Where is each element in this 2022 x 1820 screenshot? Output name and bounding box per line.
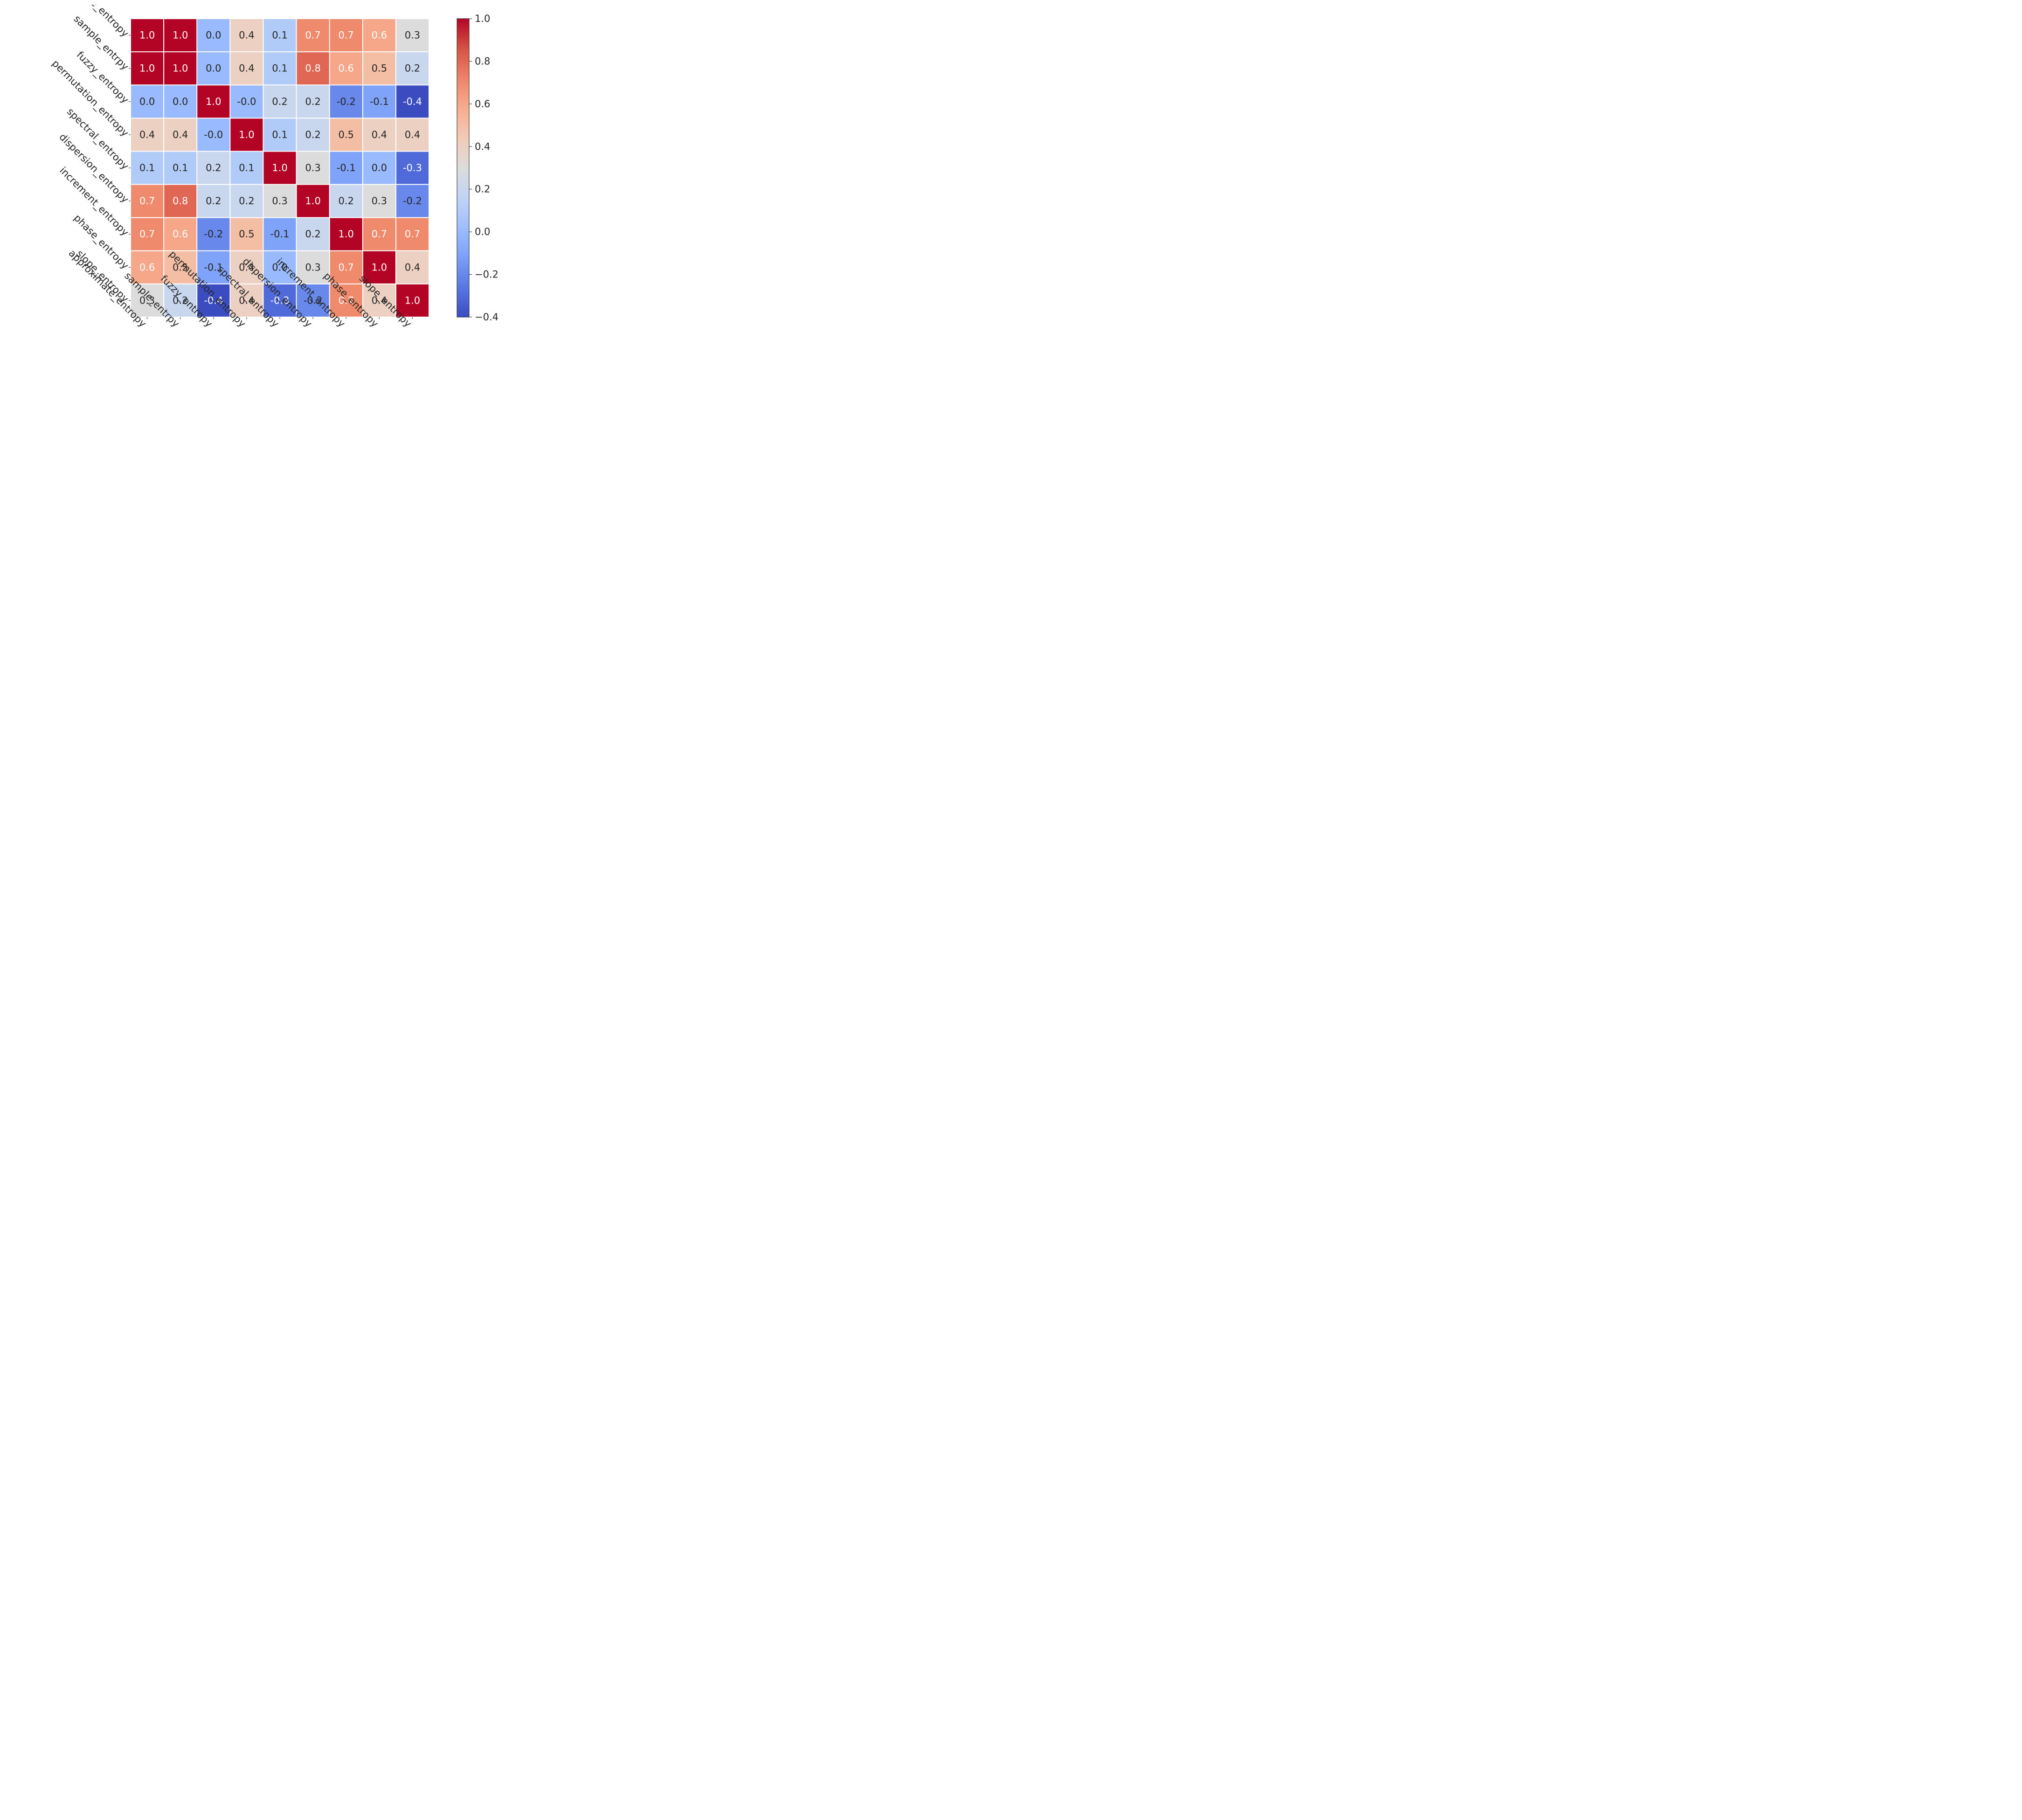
- colorbar-tick-label: 1.0: [475, 13, 490, 24]
- heatmap-cell-value: 0.7: [405, 228, 420, 240]
- colorbar-tick-label: 0.8: [475, 55, 490, 67]
- heatmap-cell-value: 0.4: [173, 129, 188, 140]
- heatmap-cell-value: -0.1: [337, 162, 356, 173]
- colorbar: [457, 19, 469, 317]
- heatmap-cell-value: 1.0: [173, 63, 188, 74]
- heatmap-cell-value: 0.3: [272, 195, 287, 207]
- heatmap-cell-value: 0.4: [405, 262, 420, 273]
- heatmap-cell-value: 0.3: [305, 162, 320, 173]
- heatmap-cell-value: 1.0: [405, 295, 420, 306]
- heatmap-cell-value: 0.0: [173, 96, 188, 107]
- colorbar-tick-label: −0.4: [475, 311, 499, 323]
- heatmap-cell-value: 0.3: [405, 30, 420, 41]
- heatmap-cell-value: 0.2: [305, 129, 320, 140]
- heatmap-cell-value: 0.7: [339, 262, 354, 273]
- heatmap-cell-value: 0.5: [239, 228, 254, 240]
- heatmap-cell-value: 0.1: [239, 162, 254, 173]
- heatmap-cell-value: -0.0: [237, 96, 256, 107]
- heatmap-cell-value: 0.6: [173, 228, 188, 240]
- colorbar-tick-label: −0.2: [475, 269, 499, 280]
- correlation-heatmap: 1.0 1.0 0.0 0.4 0.1 0.7 0.7 0.6 0.3 1.0 1.0 0.0 0.4 0…: [5, 5, 518, 466]
- heatmap-cell-value: 0.0: [206, 63, 221, 74]
- heatmap-cell-value: 0.3: [372, 195, 387, 207]
- heatmap-cell-value: -0.4: [403, 96, 422, 107]
- heatmap-cell-value: 0.6: [339, 63, 354, 74]
- heatmap-cell-value: -0.3: [403, 162, 422, 173]
- heatmap-cell-value: 0.2: [305, 96, 320, 107]
- heatmap-cell-value: 0.4: [239, 63, 254, 74]
- heatmap-cell-value: 0.0: [139, 96, 155, 107]
- heatmap-cell-value: 1.0: [206, 96, 221, 107]
- heatmap-cell-value: 0.2: [206, 195, 221, 207]
- heatmap-cell-value: 1.0: [173, 30, 188, 41]
- heatmap-cell-value: 0.6: [372, 30, 387, 41]
- heatmap-cell-value: 0.1: [272, 63, 287, 74]
- heatmap-cell-value: 0.2: [239, 195, 254, 207]
- colorbar-tick-label: 0.2: [475, 184, 490, 195]
- heatmap-cell-value: 0.4: [139, 129, 155, 140]
- colorbar-tick-label: 0.4: [475, 141, 490, 152]
- heatmap-cell-value: 1.0: [272, 162, 287, 173]
- heatmap-cell-value: 0.2: [405, 63, 420, 74]
- heatmap-cell-value: 1.0: [139, 63, 155, 74]
- heatmap-cell-value: 0.6: [139, 262, 155, 273]
- heatmap-cell-value: 0.8: [173, 195, 188, 207]
- heatmap-cell-value: 0.2: [305, 228, 320, 240]
- heatmap-cell-value: 0.1: [272, 129, 287, 140]
- heatmap-cell-value: -0.1: [370, 96, 389, 107]
- heatmap-svg: 1.0 1.0 0.0 0.4 0.1 0.7 0.7 0.6 0.3 1.0 1.0 0.0 0.4 0…: [5, 5, 518, 466]
- heatmap-cell-value: -0.0: [204, 129, 223, 140]
- heatmap-cell-value: 0.7: [339, 30, 354, 41]
- heatmap-cell-value: 1.0: [139, 30, 155, 41]
- heatmap-cell-value: 0.0: [372, 162, 387, 173]
- heatmap-cell-value: 1.0: [239, 129, 254, 140]
- heatmap-cell-value: -0.2: [403, 195, 422, 207]
- heatmap-cell-value: 0.7: [139, 195, 155, 207]
- heatmap-cell-value: 0.3: [305, 262, 320, 273]
- heatmap-cell-value: 0.2: [272, 96, 287, 107]
- heatmap-cell-value: 0.4: [405, 129, 420, 140]
- heatmap-cell-value: 0.4: [239, 30, 254, 41]
- heatmap-cell-value: 0.7: [372, 228, 387, 240]
- heatmap-cell-value: 0.1: [272, 30, 287, 41]
- heatmap-cell-value: 0.5: [372, 63, 387, 74]
- heatmap-cell-value: -0.2: [204, 228, 223, 240]
- heatmap-cell-value: 0.1: [139, 162, 155, 173]
- heatmap-cell-value: 0.1: [173, 162, 188, 173]
- heatmap-cell-value: 0.2: [206, 162, 221, 173]
- heatmap-cell-value: 0.2: [339, 195, 354, 207]
- heatmap-cell-value: 0.8: [305, 63, 320, 74]
- colorbar-tick-label: 0.6: [475, 98, 490, 110]
- heatmap-cell-value: 1.0: [339, 228, 354, 240]
- heatmap-cell-value: 0.7: [139, 228, 155, 240]
- heatmap-cell-value: 0.4: [372, 129, 387, 140]
- heatmap-cell-value: -0.2: [337, 96, 356, 107]
- heatmap-cell-value: -0.1: [270, 228, 290, 240]
- heatmap-cell-value: 0.7: [305, 30, 320, 41]
- heatmap-cell-value: 1.0: [305, 195, 320, 207]
- heatmap-cell-value: 1.0: [372, 262, 387, 273]
- heatmap-cell-value: 0.0: [206, 30, 221, 41]
- heatmap-cell-value: 0.5: [339, 129, 354, 140]
- colorbar-tick-label: 0.0: [475, 226, 490, 237]
